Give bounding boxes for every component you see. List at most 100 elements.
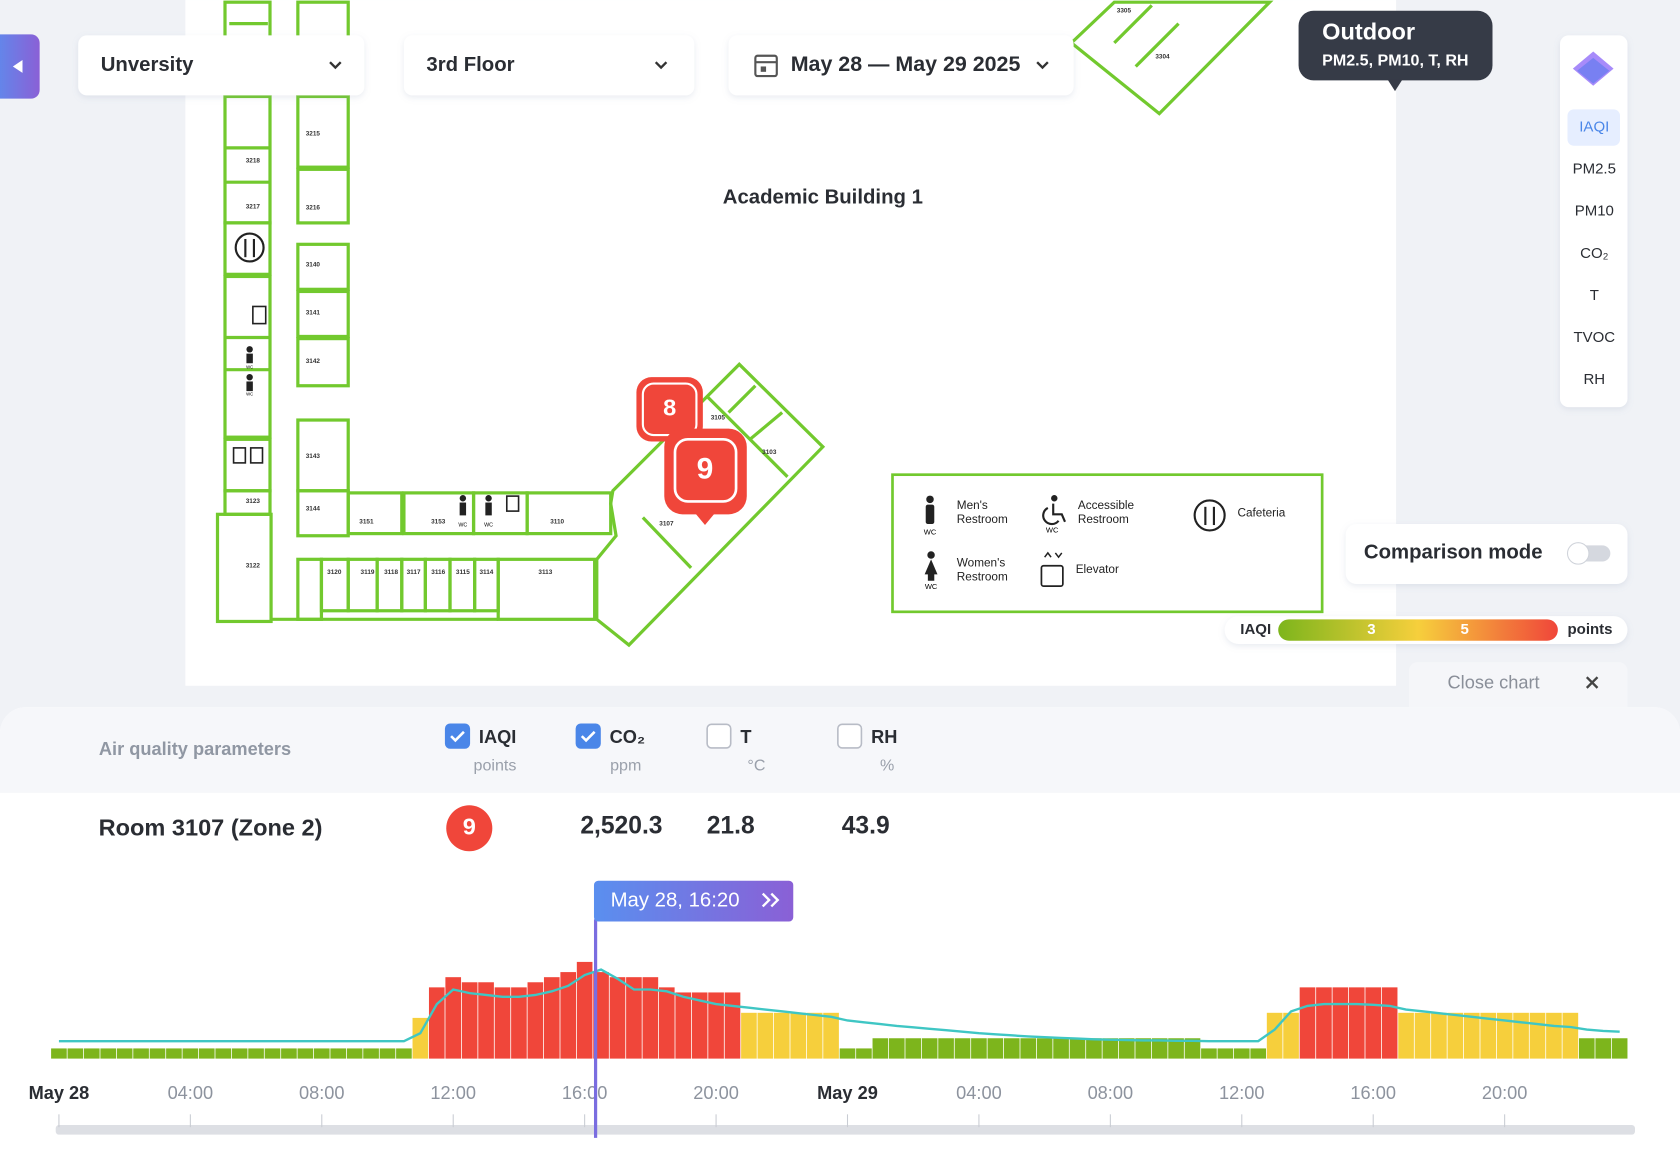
comparison-label: Comparison mode — [1364, 541, 1543, 563]
iaqi-bar — [1053, 1038, 1069, 1059]
iaqi-bar — [708, 992, 724, 1059]
comparison-toggle[interactable] — [1566, 542, 1611, 565]
close-chart-tab[interactable] — [1408, 662, 1628, 708]
sensor-value[interactable]: 8 — [663, 395, 676, 421]
sensor-value[interactable]: 9 — [697, 452, 714, 485]
iaqi-bar — [609, 977, 626, 1059]
toggle-knob[interactable] — [1566, 542, 1590, 565]
sidebar-toggle-part[interactable] — [12, 60, 23, 73]
layers-icon[interactable] — [1572, 51, 1614, 86]
iaqi-bar — [1431, 1012, 1447, 1059]
site-dropdown[interactable] — [78, 35, 365, 96]
iaqi-bar — [757, 1012, 774, 1059]
outdoor-tooltip-part[interactable] — [1298, 10, 1493, 81]
calendar-icon-part[interactable] — [754, 54, 778, 78]
sensor-marker[interactable]: 9 — [664, 428, 747, 526]
cursor-label-box[interactable] — [593, 880, 794, 922]
checkbox[interactable] — [575, 723, 601, 749]
menu-item[interactable]: T — [1590, 287, 1599, 304]
dropdown-chevron[interactable] — [1036, 61, 1049, 70]
close-chart-tab-part[interactable] — [1585, 676, 1599, 689]
cursor-next-icon[interactable] — [761, 892, 780, 908]
legend-icons-part — [926, 495, 934, 504]
parameter-name[interactable]: RH — [871, 727, 897, 747]
iaqi-bar — [626, 977, 642, 1059]
date-dropdown-part[interactable] — [728, 35, 1074, 96]
calendar-icon[interactable] — [754, 54, 778, 78]
floor-plan-icons — [232, 232, 520, 516]
close-chart-tab-part[interactable] — [1408, 662, 1628, 708]
outdoor-title[interactable]: Outdoor — [1322, 18, 1415, 44]
x-tick-label: 16:00 — [1350, 1083, 1396, 1103]
iaqi-bar — [1184, 1038, 1201, 1059]
parameter-name[interactable]: CO₂ — [610, 727, 645, 747]
sensor-marker-part[interactable] — [694, 512, 716, 526]
iaqi-bar — [1578, 1038, 1595, 1059]
iaqi-bar — [1135, 1038, 1152, 1059]
iaqi-bar — [888, 1038, 905, 1059]
iaqi-bar — [149, 1048, 166, 1059]
room-label: 3105 — [711, 415, 726, 422]
parameter-menu-items: IAQI PM2.5 PM10 CO₂ T TVOC RH — [1567, 109, 1621, 388]
parameter-name[interactable]: IAQI — [479, 727, 516, 747]
room-label: 3140 — [306, 261, 321, 268]
x-tick-label: 16:00 — [562, 1083, 608, 1103]
parameter-unit: % — [880, 756, 894, 774]
menu-item[interactable]: TVOC — [1573, 329, 1615, 346]
room-label: 3305 — [1117, 7, 1132, 14]
floor-dropdown[interactable] — [403, 35, 695, 96]
floor-plan-part — [1113, 4, 1153, 45]
checkbox[interactable] — [444, 723, 471, 749]
sensor-marker-part[interactable] — [673, 437, 738, 503]
panel-title: Air quality parameters — [99, 739, 291, 759]
x-tick-label: May 29 — [817, 1083, 878, 1103]
checkbox[interactable] — [706, 723, 732, 749]
scrollbar[interactable] — [55, 1125, 1636, 1135]
outdoor-params[interactable]: PM2.5, PM10, T, RH — [1322, 51, 1468, 69]
site-dropdown-part[interactable] — [78, 35, 365, 96]
outdoor-tooltip[interactable] — [1298, 10, 1493, 92]
checkmark[interactable] — [450, 730, 465, 743]
sensor-marker[interactable]: 8 — [636, 377, 703, 442]
floor-dropdown-label[interactable]: 3rd Floor — [426, 54, 514, 76]
sidebar-toggle[interactable] — [0, 34, 40, 99]
menu-item[interactable]: PM2.5 — [1573, 161, 1616, 178]
outdoor-tooltip-part[interactable] — [1387, 79, 1403, 92]
iaqi-badge — [446, 805, 493, 852]
date-dropdown[interactable] — [728, 35, 1074, 96]
menu-item[interactable]: CO₂ — [1580, 245, 1609, 262]
dropdown-chevron[interactable] — [654, 61, 668, 70]
checkbox[interactable] — [837, 723, 863, 749]
room-label: 3304 — [1155, 54, 1170, 61]
parameter-toggles: IAQI points CO₂ ppm T °C RH% — [444, 723, 897, 774]
calendar-icon-part[interactable] — [760, 66, 767, 72]
site-dropdown-label[interactable]: Unversity — [101, 54, 194, 76]
menu-item-highlight[interactable] — [1567, 109, 1621, 146]
room-label: 3143 — [306, 453, 321, 460]
legend-icons-part — [1044, 551, 1063, 559]
menu-item[interactable]: RH — [1583, 371, 1605, 388]
close-chart-label[interactable]: Close chart — [1448, 672, 1540, 692]
floor-plan-part — [223, 274, 272, 439]
date-dropdown-label[interactable]: May 28 — May 29 2025 — [791, 52, 1021, 76]
checkmark[interactable] — [580, 730, 596, 743]
legend-label: Men's — [957, 499, 988, 512]
floor-dropdown-part[interactable] — [403, 35, 695, 96]
menu-item[interactable]: IAQI — [1579, 119, 1609, 136]
iaqi-bar — [905, 1038, 922, 1059]
sensor-marker-part[interactable] — [636, 377, 703, 442]
scale-tick: 3 — [1367, 621, 1375, 638]
scale-label: IAQI — [1240, 621, 1271, 638]
iaqi-bar — [1381, 987, 1398, 1059]
menu-item[interactable]: PM10 — [1575, 203, 1614, 220]
scale-bar — [1278, 619, 1558, 641]
dropdown-chevron[interactable] — [329, 61, 342, 70]
cursor-label[interactable]: May 28, 16:20 — [611, 889, 740, 911]
sensor-marker-part[interactable] — [664, 428, 747, 515]
floor-plan-icons-part — [459, 502, 467, 516]
floor-plan-part — [346, 491, 404, 536]
legend-label: Restroom — [1078, 513, 1129, 526]
floor-plan-part — [748, 411, 784, 441]
iaqi-bar — [1036, 1038, 1053, 1059]
parameter-name[interactable]: T — [740, 727, 751, 747]
